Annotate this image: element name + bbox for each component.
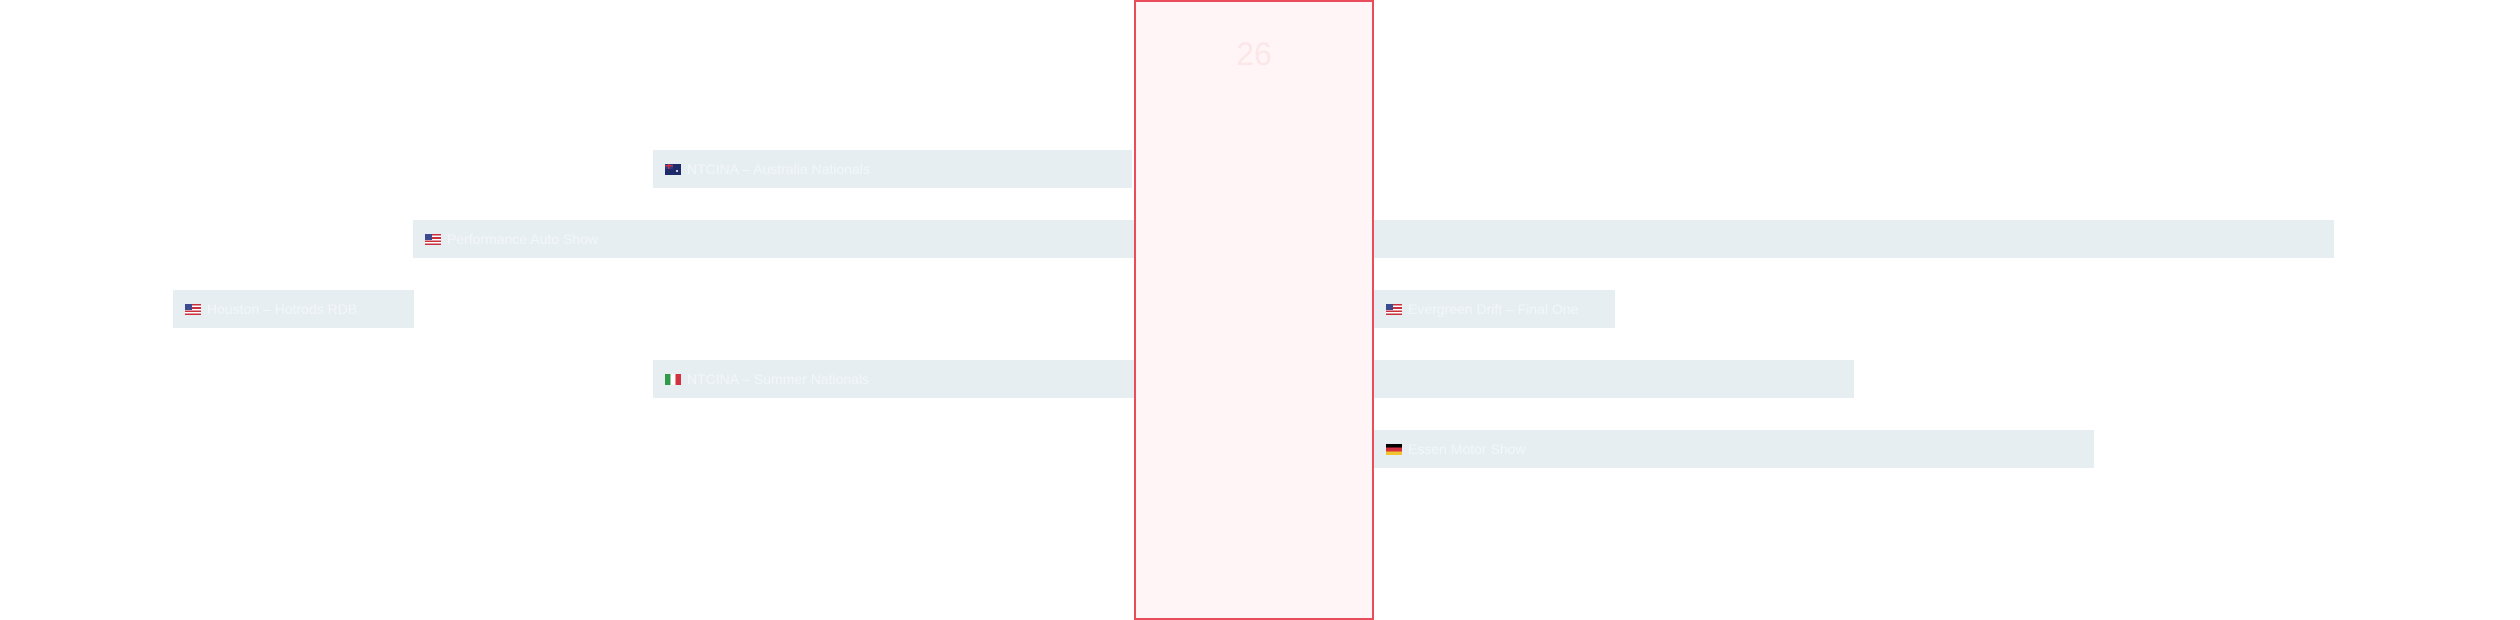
usa-flag-icon — [425, 233, 441, 245]
event-label: Performance Auto Show — [447, 231, 598, 247]
event-bar-evergreen-drift[interactable]: Evergreen Drift – Final One — [1374, 290, 1615, 328]
italy-flag-icon — [665, 373, 681, 385]
day-column[interactable] — [0, 0, 185, 620]
australia-flag-icon — [665, 163, 681, 175]
day-column[interactable] — [1839, 0, 2079, 620]
event-label: NTCINA – Australia Nationals — [687, 161, 870, 177]
event-bar-ntcina-australia-nationals[interactable]: NTCINA – Australia Nationals — [653, 150, 1132, 188]
usa-flag-icon — [185, 303, 201, 315]
event-label: Houston – Hotrods RDB — [207, 301, 358, 317]
event-label: Evergreen Drift – Final One — [1408, 301, 1579, 317]
usa-flag-icon — [1386, 303, 1402, 315]
today-column[interactable]: 26 — [1134, 0, 1374, 620]
event-label: Essen Motor Show — [1408, 441, 1526, 457]
day-column[interactable] — [1595, 0, 1835, 620]
today-day-number: 26 — [1236, 36, 1272, 72]
event-label: NTCINA – Summer Nationals — [687, 371, 870, 387]
day-column[interactable] — [413, 0, 653, 620]
day-column[interactable] — [2089, 0, 2329, 620]
day-column[interactable] — [654, 0, 894, 620]
germany-flag-icon — [1386, 443, 1402, 455]
day-column[interactable] — [2330, 0, 2520, 620]
event-bar-essen-motor-show[interactable]: Essen Motor Show — [1374, 430, 2094, 468]
event-bar-houston-hotrods[interactable]: Houston – Hotrods RDB — [173, 290, 414, 328]
